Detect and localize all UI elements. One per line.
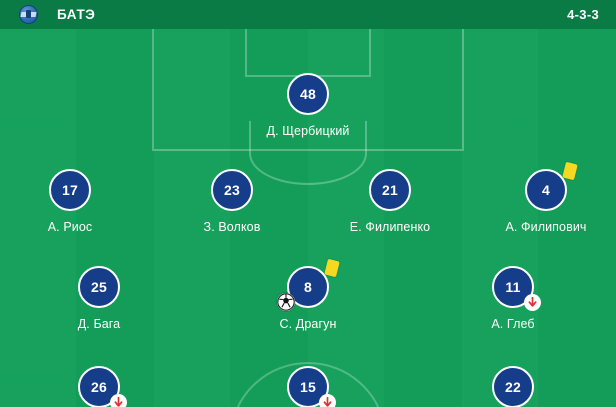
player-card[interactable]: 23 З. Волков [157, 169, 307, 234]
crest-emblem [26, 10, 31, 18]
yellow-card-icon [562, 161, 578, 181]
player-number: 22 [492, 366, 534, 407]
player-number: 21 [369, 169, 411, 211]
player-card[interactable]: 48 Д. Щербицкий [233, 73, 383, 138]
player-badge: 15 [287, 366, 336, 407]
penalty-arc-marking [249, 121, 367, 185]
player-card[interactable]: 22И. Стасевич [438, 366, 588, 407]
club-crest-icon [19, 5, 38, 24]
pitch: 48 Д. Щербицкий 17 А. Риос 23 З. Волков 21 Е. Ф… [0, 29, 616, 407]
player-name: А. Риос [47, 220, 93, 234]
player-name: А. Глеб [491, 317, 535, 331]
player-number: 48 [287, 73, 329, 115]
player-number: 11 [492, 266, 534, 308]
player-card[interactable]: 21 Е. Филипенко [315, 169, 465, 234]
player-badge: 48 [287, 73, 329, 115]
player-number: 25 [78, 266, 120, 308]
substitution-off-icon [524, 294, 541, 311]
player-card[interactable]: 15М. Скавыш [233, 366, 383, 407]
substitution-off-icon [110, 394, 127, 407]
player-card[interactable]: 26Н. Милич [24, 366, 174, 407]
player-card[interactable]: 25 Д. Бага [24, 266, 174, 331]
player-number: 17 [49, 169, 91, 211]
player-badge: 23 [211, 169, 253, 211]
player-number: 4 [525, 169, 567, 211]
goal-ball-icon [277, 293, 295, 311]
player-badge: 26 [78, 366, 127, 407]
player-badge: 11 [492, 266, 541, 311]
player-card[interactable]: 8 С. Драгун [233, 258, 383, 331]
player-card[interactable]: 11 А. Глеб [438, 266, 588, 331]
player-name: Д. Бага [77, 317, 121, 331]
player-badge: 4 [525, 161, 578, 211]
player-name: З. Волков [203, 220, 261, 234]
substitution-off-icon [319, 394, 336, 407]
goal-area-marking [245, 29, 371, 77]
player-name: А. Филипович [505, 220, 587, 234]
formation-label: 4-3-3 [567, 7, 599, 22]
player-badge: 25 [78, 266, 120, 308]
player-badge: 22 [492, 366, 534, 407]
player-badge: 17 [49, 169, 91, 211]
player-name: Е. Филипенко [349, 220, 431, 234]
player-badge: 8 [277, 258, 340, 311]
player-card[interactable]: 17 А. Риос [0, 169, 145, 234]
player-name: С. Драгун [279, 317, 337, 331]
player-number: 23 [211, 169, 253, 211]
player-name: Д. Щербицкий [266, 124, 350, 138]
player-card[interactable]: 4 А. Филипович [471, 161, 616, 234]
lineup-header: БАТЭ 4-3-3 [0, 0, 616, 29]
team-name: БАТЭ [57, 7, 96, 22]
yellow-card-icon [324, 258, 340, 278]
player-badge: 21 [369, 169, 411, 211]
